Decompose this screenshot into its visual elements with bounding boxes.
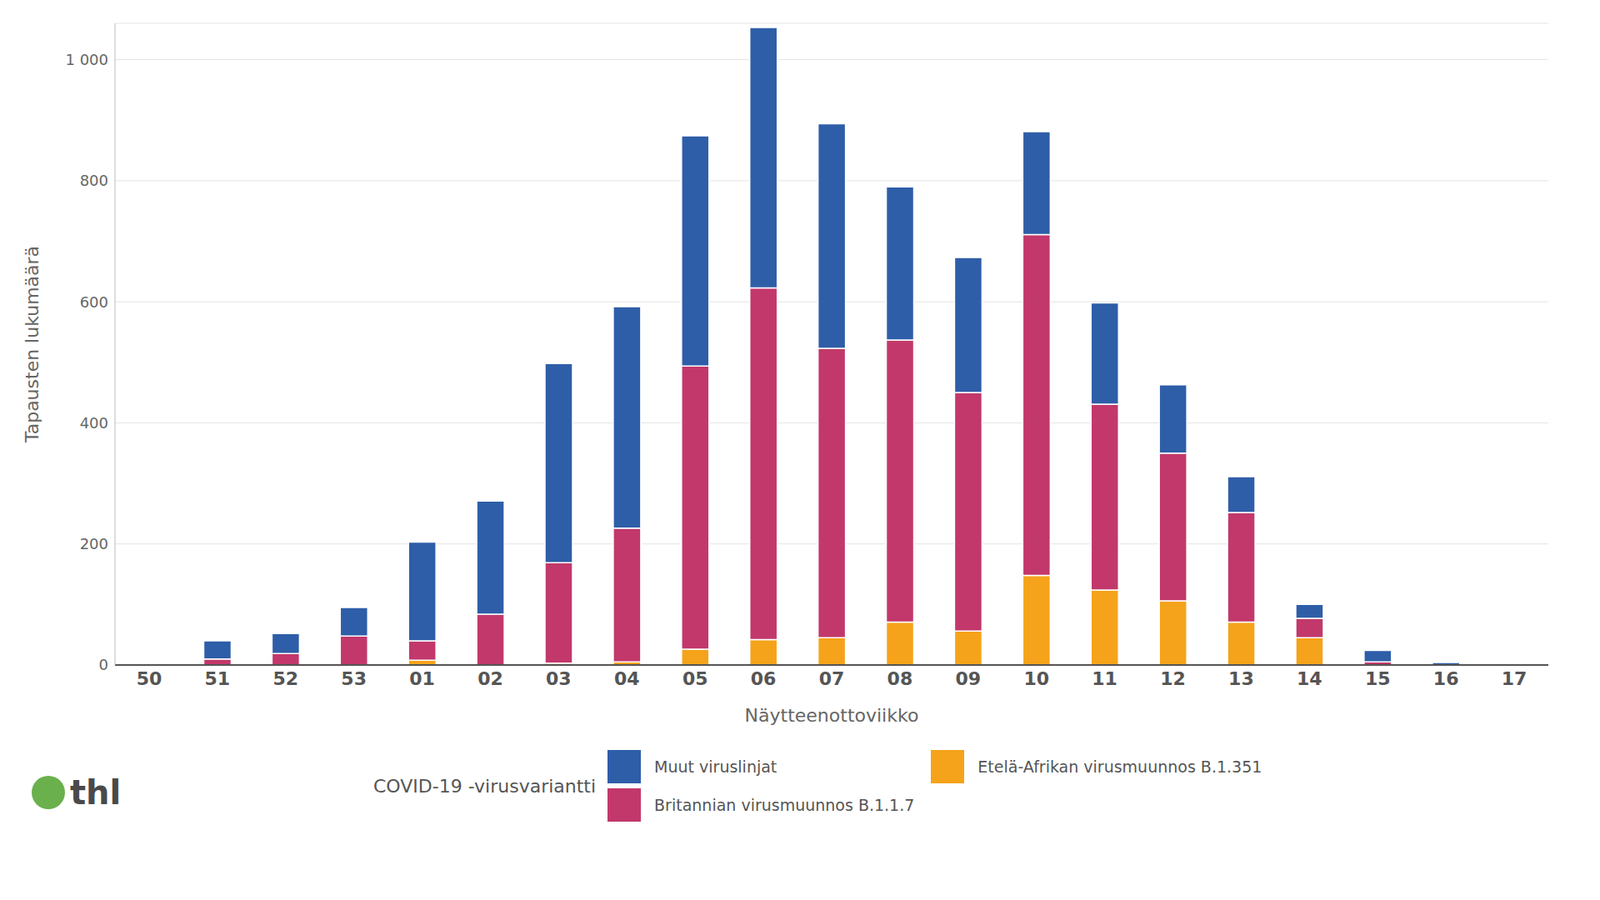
svg-text:01: 01 [409,668,435,690]
svg-text:0: 0 [99,655,109,674]
svg-text:08: 08 [887,668,914,690]
svg-text:10: 10 [1023,668,1050,690]
svg-text:09: 09 [955,668,981,690]
svg-text:17: 17 [1501,668,1528,690]
svg-text:51: 51 [205,668,231,690]
svg-text:1 000: 1 000 [65,50,109,69]
svg-text:Tapausten lukumäärä: Tapausten lukumäärä [21,245,43,444]
html-text:Etelä-Afrikan virusmuunnos B.1: Etelä-Afrikan virusmuunnos B.1.351 [977,757,1262,776]
svg-text:200: 200 [80,535,109,553]
svg-text:53: 53 [340,668,367,690]
svg-text:05: 05 [682,668,709,690]
html-text:Britannian virusmuunnos B.1.1.: Britannian virusmuunnos B.1.1.7 [654,795,915,815]
svg-text:03: 03 [545,668,572,690]
svg-text:400: 400 [80,414,109,432]
html-text:COVID-19 -virusvariantti: COVID-19 -virusvariantti [373,775,596,797]
svg-text:12: 12 [1160,668,1186,690]
svg-text:06: 06 [750,668,777,690]
svg-text:02: 02 [477,668,504,690]
svg-text:Näytteenottoviikko: Näytteenottoviikko [745,705,920,726]
svg-text:07: 07 [819,668,845,690]
svg-text:11: 11 [1091,668,1118,690]
html-text:thl: thl [70,773,122,812]
svg-text:15: 15 [1365,668,1391,690]
svg-text:13: 13 [1228,668,1255,690]
svg-text:16: 16 [1433,668,1460,690]
html-text:Muut viruslinjat: Muut viruslinjat [654,757,777,776]
svg-text:800: 800 [80,171,109,190]
svg-text:04: 04 [614,668,640,690]
svg-text:50: 50 [136,668,163,690]
svg-text:14: 14 [1296,668,1323,690]
svg-text:600: 600 [80,293,109,311]
svg-text:52: 52 [272,668,299,690]
